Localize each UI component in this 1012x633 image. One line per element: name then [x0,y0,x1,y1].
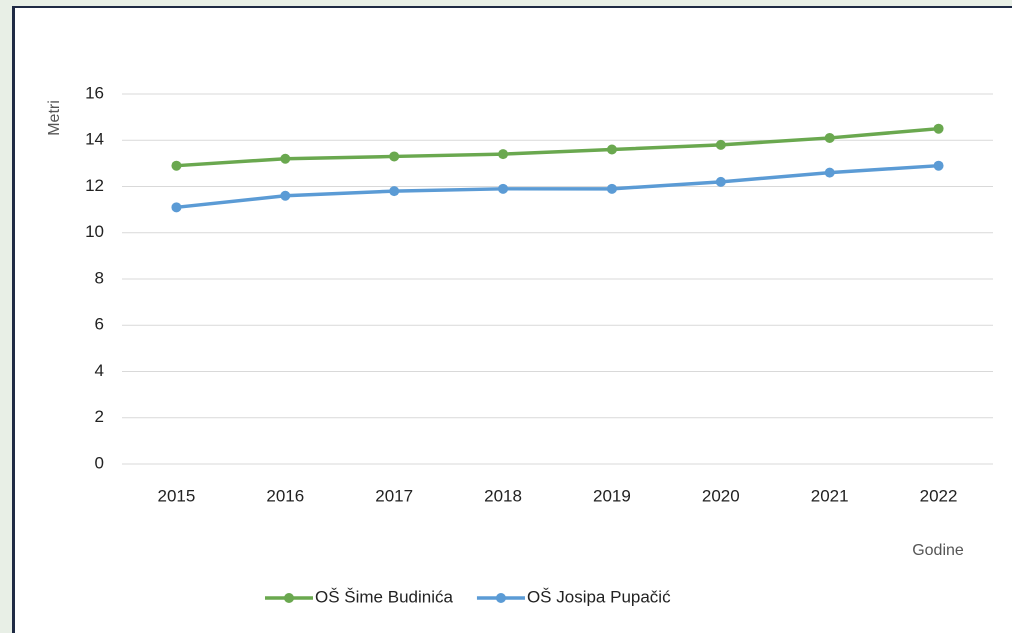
y-tick-label: 16 [85,83,104,102]
point [389,186,400,197]
y-tick-label: 10 [85,222,104,241]
series-line [176,163,939,210]
point [606,183,617,194]
y-axis-title: Metri [46,100,63,136]
legend-label: OŠ Josipa Pupačić [527,587,671,606]
point [933,123,944,134]
y-tick-label: 6 [95,315,104,334]
x-tick-label: 2022 [920,486,958,505]
point [824,132,835,143]
point [606,144,617,155]
point [715,139,726,150]
point [498,149,509,160]
point [171,202,182,213]
point [824,167,835,178]
point [389,151,400,162]
y-tick-label: 2 [95,407,104,426]
x-tick-label: 2017 [375,486,413,505]
point [933,160,944,171]
x-tick-label: 2018 [484,486,522,505]
chart-frame [12,6,1012,633]
x-tick-label: 2019 [593,486,631,505]
x-tick-label: 2016 [266,486,304,505]
point [171,160,182,171]
point [715,176,726,187]
series-line [176,126,939,168]
legend-label: OŠ Šime Budinića [315,587,453,606]
legend-marker [284,593,294,603]
y-tick-label: 0 [95,453,104,472]
y-tick-label: 14 [85,130,104,149]
y-tick-label: 8 [95,268,104,287]
x-axis-title: Godine [912,542,964,559]
point [280,190,291,201]
point [498,183,509,194]
point [280,153,291,164]
legend-marker [495,593,506,603]
x-tick-label: 2020 [702,486,740,505]
y-tick-label: 4 [95,361,104,380]
y-tick-label: 12 [85,176,104,195]
x-tick-label: 2021 [811,486,849,505]
x-tick-label: 2015 [158,486,196,505]
